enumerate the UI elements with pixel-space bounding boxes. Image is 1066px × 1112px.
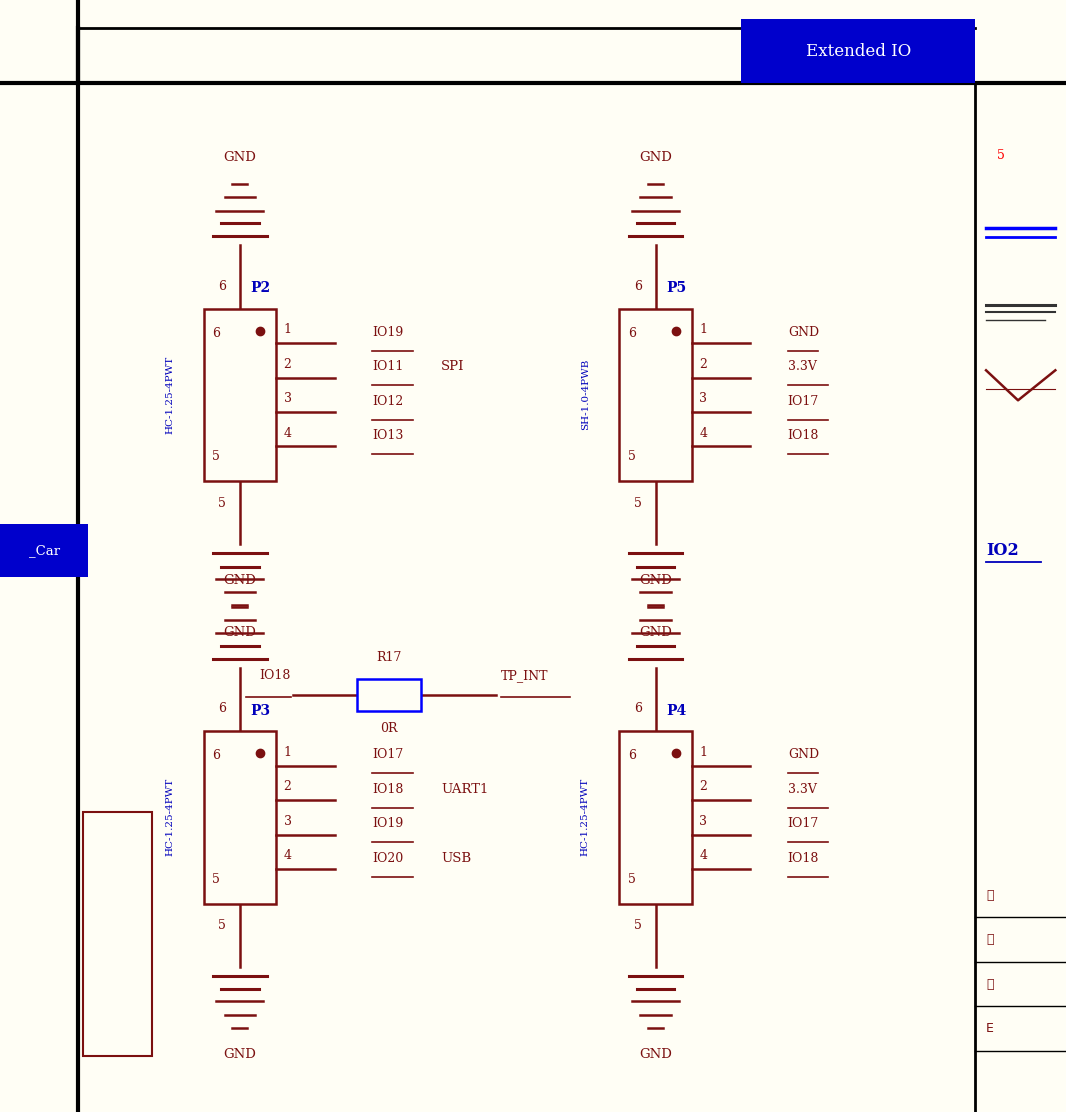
Text: 5: 5 [212, 873, 220, 885]
Text: Extended IO: Extended IO [806, 42, 910, 60]
Text: IO12: IO12 [372, 395, 403, 408]
Text: 2: 2 [699, 781, 707, 794]
Text: 4: 4 [699, 427, 708, 439]
Text: UART1: UART1 [441, 783, 488, 796]
Text: 6: 6 [212, 327, 221, 339]
Text: HC-1.25-4PWT: HC-1.25-4PWT [581, 778, 589, 856]
Text: IO11: IO11 [372, 360, 403, 374]
Text: 1: 1 [699, 746, 708, 759]
Text: GND: GND [224, 151, 256, 163]
Text: 产: 产 [986, 977, 994, 991]
Text: 3.3V: 3.3V [788, 783, 817, 796]
Text: 6: 6 [217, 703, 226, 715]
Text: IO19: IO19 [372, 817, 403, 830]
Bar [0, 524, 88, 577]
Text: 3.3V: 3.3V [788, 360, 817, 374]
Text: 2: 2 [699, 358, 707, 371]
Text: 6: 6 [217, 280, 226, 292]
Text: GND: GND [788, 748, 819, 761]
Text: 1: 1 [284, 324, 292, 337]
Text: 5: 5 [634, 920, 642, 932]
Text: GND: GND [640, 151, 672, 163]
Bar [357, 679, 421, 711]
Text: GND: GND [224, 1048, 256, 1061]
Text: 0R: 0R [381, 722, 398, 735]
Text: USB: USB [441, 852, 471, 865]
Text: P4: P4 [666, 704, 687, 718]
Text: GND: GND [640, 574, 672, 587]
Text: IO17: IO17 [788, 395, 819, 408]
Text: GND: GND [224, 574, 256, 587]
Text: IO17: IO17 [788, 817, 819, 830]
Bar [204, 309, 276, 481]
Text: 5: 5 [997, 149, 1004, 162]
Text: R17: R17 [376, 651, 402, 664]
Text: 5: 5 [628, 450, 635, 463]
Text: P2: P2 [251, 281, 271, 296]
Text: 6: 6 [628, 327, 636, 339]
Bar [741, 19, 975, 83]
Text: 2: 2 [284, 781, 291, 794]
Text: 5: 5 [219, 497, 226, 509]
Text: 产: 产 [986, 888, 994, 902]
Text: IO19: IO19 [372, 326, 403, 339]
Text: IO20: IO20 [372, 852, 403, 865]
Text: 3: 3 [284, 815, 292, 827]
Text: IO17: IO17 [372, 748, 403, 761]
Text: 6: 6 [633, 703, 642, 715]
Text: 3: 3 [284, 393, 292, 406]
Text: GND: GND [224, 626, 256, 638]
Text: HC-1.25-4PWT: HC-1.25-4PWT [165, 356, 174, 434]
Text: E: E [986, 1022, 994, 1035]
Text: HC-1.25-4PWT: HC-1.25-4PWT [165, 778, 174, 856]
Text: 产: 产 [986, 933, 994, 946]
Text: IO18: IO18 [788, 852, 819, 865]
Text: IO18: IO18 [372, 783, 403, 796]
Text: 6: 6 [212, 749, 221, 762]
Text: IO18: IO18 [788, 429, 819, 443]
Text: 4: 4 [284, 427, 292, 439]
Text: 4: 4 [699, 850, 708, 863]
Text: GND: GND [640, 626, 672, 638]
Text: 6: 6 [633, 280, 642, 292]
Bar [83, 812, 152, 1056]
Text: 3: 3 [699, 393, 708, 406]
Text: TP_INT: TP_INT [501, 668, 549, 682]
Text: 2: 2 [284, 358, 291, 371]
Text: 1: 1 [284, 746, 292, 759]
Text: IO2: IO2 [986, 542, 1019, 559]
Bar [619, 309, 692, 481]
Text: 5: 5 [634, 497, 642, 509]
Text: IO18: IO18 [260, 668, 291, 682]
Text: 1: 1 [699, 324, 708, 337]
Bar [619, 732, 692, 903]
Text: _Car: _Car [29, 544, 60, 557]
Text: 6: 6 [628, 749, 636, 762]
Bar [204, 732, 276, 903]
Text: 5: 5 [628, 873, 635, 885]
Text: IO13: IO13 [372, 429, 403, 443]
Text: SH-1.0-4PWB: SH-1.0-4PWB [581, 359, 589, 430]
Text: P3: P3 [251, 704, 271, 718]
Text: 5: 5 [219, 920, 226, 932]
Text: GND: GND [640, 1048, 672, 1061]
Text: 5: 5 [212, 450, 220, 463]
Text: 3: 3 [699, 815, 708, 827]
Text: P5: P5 [666, 281, 687, 296]
Text: GND: GND [788, 326, 819, 339]
Text: SPI: SPI [441, 360, 465, 374]
Text: 4: 4 [284, 850, 292, 863]
